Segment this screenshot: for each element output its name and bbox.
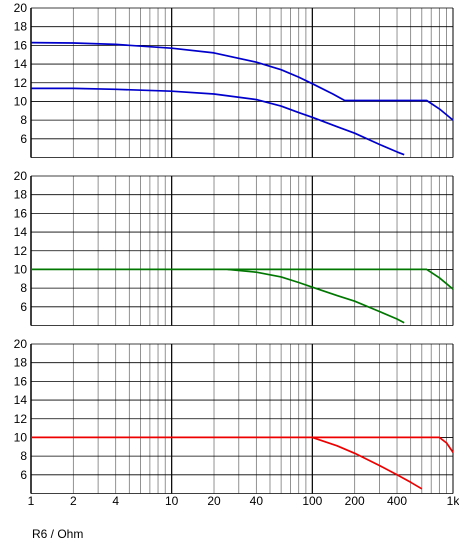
- series-line-2: [312, 436, 423, 490]
- grid-lines: [30, 343, 454, 494]
- y-tick-label: 8: [20, 113, 27, 127]
- x-tick-label: 1: [28, 494, 35, 508]
- y-tick-label: 8: [20, 281, 27, 295]
- y-tick-label: 10: [14, 262, 28, 276]
- x-axis-title: R6 / Ohm: [32, 527, 83, 541]
- x-tick-label: 400: [387, 494, 407, 508]
- x-tick-label: 4: [112, 494, 119, 508]
- y-tick-label: 12: [14, 412, 28, 426]
- y-tick-label: 20: [14, 337, 28, 351]
- y-tick-label: 12: [14, 244, 28, 258]
- x-tick-label: 40: [250, 494, 264, 508]
- series-line-2: [227, 268, 405, 324]
- chart-panel-2: 6 8 10 12 14 16 18 20: [14, 169, 454, 326]
- x-tick-label: 100: [302, 494, 322, 508]
- y-tick-label: 20: [14, 169, 28, 183]
- y-tick-label: 14: [14, 225, 28, 239]
- y-tick-label: 6: [20, 468, 27, 482]
- x-tick-label: 1k: [447, 494, 459, 508]
- series-line-1: [31, 436, 454, 453]
- chart-panel-3: 6 8 10 12 14 16 18 20: [14, 337, 454, 494]
- y-tick-label: 16: [14, 38, 28, 52]
- y-tick-label: 14: [14, 57, 28, 71]
- grid-lines: [30, 175, 454, 326]
- y-tick-label: 10: [14, 430, 28, 444]
- y-tick-label: 14: [14, 393, 28, 407]
- chart-panels: 6 8 10 12 14 16 18 20 6 8 10 12 14 16 18 20 6 8 10 12 14 16 18…: [14, 1, 454, 494]
- y-tick-label: 8: [20, 449, 27, 463]
- y-tick-label: 16: [14, 206, 28, 220]
- chart-panel-1: 6 8 10 12 14 16 18 20: [14, 1, 454, 158]
- x-axis: 1 2 4 10 20 40 100 200 400 1k: [28, 494, 459, 508]
- y-tick-label: 16: [14, 374, 28, 388]
- x-tick-label: 200: [345, 494, 365, 508]
- y-tick-label: 18: [14, 188, 28, 202]
- series-line-2: [31, 87, 405, 156]
- y-tick-label: 10: [14, 94, 28, 108]
- y-tick-label: 20: [14, 1, 28, 15]
- x-tick-label: 20: [207, 494, 221, 508]
- y-tick-label: 6: [20, 300, 27, 314]
- series-line-1: [31, 268, 454, 290]
- y-tick-label: 12: [14, 76, 28, 90]
- series-line-1: [30, 41, 454, 121]
- x-tick-label: 2: [70, 494, 77, 508]
- grid-lines: [30, 7, 454, 158]
- x-tick-label: 10: [165, 494, 179, 508]
- y-tick-label: 6: [20, 132, 27, 146]
- y-tick-label: 18: [14, 20, 28, 34]
- y-tick-label: 18: [14, 356, 28, 370]
